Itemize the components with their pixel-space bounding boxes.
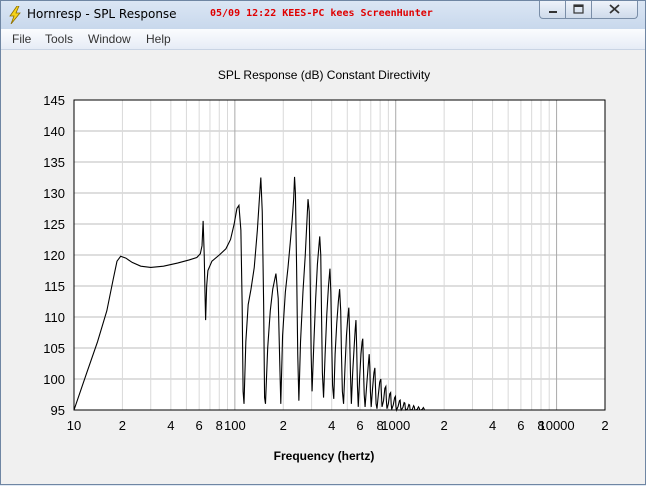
menu-help[interactable]: Help <box>146 32 171 46</box>
y-tick-label: 100 <box>43 372 65 387</box>
y-tick-label: 145 <box>43 93 65 108</box>
x-tick-label: 100 <box>224 418 246 433</box>
x-tick-label: 2 <box>119 418 126 433</box>
menu-bar: File Tools Window Help <box>1 29 645 50</box>
x-tick-label: 6 <box>196 418 203 433</box>
y-tick-labels: 95 100 105 110 115 120 125 130 135 140 145 <box>43 93 65 418</box>
y-tick-label: 125 <box>43 217 65 232</box>
plot-frame <box>73 99 606 411</box>
menu-tools[interactable]: Tools <box>45 32 74 46</box>
maximize-icon <box>573 4 584 14</box>
y-tick-label: 120 <box>43 248 65 263</box>
screenshot-stamp: 05/09 12:22 KEES-PC kees ScreenHunter <box>210 8 433 19</box>
x-tick-label: 10 <box>67 418 81 433</box>
minimize-icon <box>549 11 557 13</box>
x-tick-label: 8 <box>537 418 544 433</box>
close-button[interactable] <box>591 1 638 19</box>
y-tick-label: 115 <box>44 279 65 294</box>
y-tick-label: 110 <box>44 310 65 325</box>
x-tick-label: 4 <box>167 418 174 433</box>
y-tick-label: 130 <box>43 186 65 201</box>
chart-title: SPL Response (dB) Constant Directivity <box>217 68 431 82</box>
x-tick-label: 1000 <box>381 418 410 433</box>
window-title: Hornresp - SPL Response <box>27 7 177 21</box>
menu-window[interactable]: Window <box>88 32 131 46</box>
close-icon <box>609 4 620 14</box>
x-tick-label: 4 <box>489 418 496 433</box>
x-tick-label: 6 <box>356 418 363 433</box>
x-tick-label: 4 <box>328 418 335 433</box>
y-tick-label: 105 <box>43 341 65 356</box>
lightning-bolt-icon <box>9 6 21 24</box>
x-axis-label: Frequency (hertz) <box>273 449 375 463</box>
x-tick-label: 2 <box>601 418 608 433</box>
title-bar[interactable]: Hornresp - SPL Response 05/09 12:22 KEES… <box>1 1 645 29</box>
x-tick-label: 8 <box>216 418 223 433</box>
y-tick-label: 140 <box>43 124 65 139</box>
spl-response-line <box>73 176 427 412</box>
x-tick-label: 2 <box>280 418 287 433</box>
menu-file[interactable]: File <box>12 32 32 46</box>
y-tick-label: 95 <box>51 403 65 418</box>
y-tick-label: 135 <box>43 155 65 170</box>
x-tick-label: 6 <box>517 418 524 433</box>
x-tick-label: 2 <box>441 418 448 433</box>
x-tick-label: 10000 <box>538 418 574 433</box>
x-tick-label: 8 <box>377 418 384 433</box>
